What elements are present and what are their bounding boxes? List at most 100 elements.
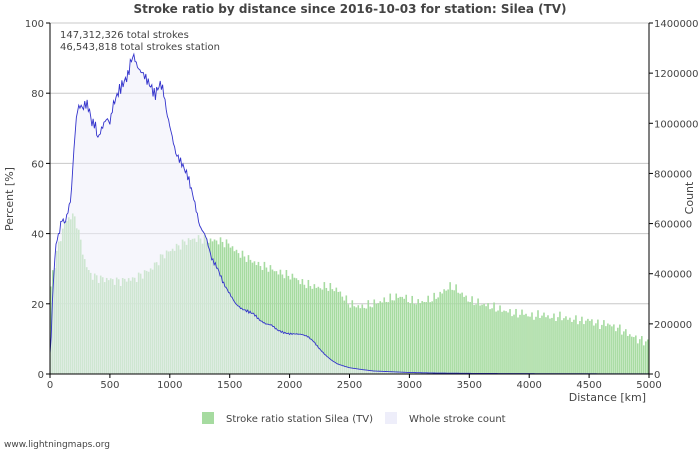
ratio-bar — [279, 269, 282, 374]
ratio-bar — [301, 279, 304, 374]
ratio-bar — [403, 298, 406, 374]
ratio-bar — [613, 324, 615, 374]
ratio-bar — [317, 286, 320, 374]
ratio-bar — [401, 296, 404, 374]
tick-labels: 0 500 1000 1500 2000 2500 3000 3500 4000 4500 5000… — [25, 19, 699, 391]
total-strokes-annotation: 147,312,326 total strokes — [60, 30, 189, 41]
ratio-bar — [563, 318, 565, 374]
ratio-bar — [321, 289, 324, 374]
ratio-bar — [585, 320, 587, 374]
ratio-bar — [639, 339, 641, 374]
ratio-bar — [615, 331, 617, 374]
ratio-bar — [351, 300, 354, 374]
ratio-bar — [487, 303, 489, 374]
ratio-bar — [311, 288, 314, 374]
ratio-bar — [365, 308, 368, 374]
ratio-bar — [501, 311, 503, 374]
ratio-bar — [263, 261, 266, 374]
ratio-bar — [489, 309, 491, 374]
ratio-bar — [493, 302, 495, 374]
y-right-tick-label: 0 — [654, 370, 660, 381]
ratio-bar — [293, 277, 296, 374]
ratio-bar — [527, 316, 529, 374]
ratio-bar — [419, 303, 421, 374]
ratio-bar — [393, 300, 396, 374]
ratio-bar — [379, 301, 382, 374]
ratio-bar — [593, 325, 595, 374]
ratio-bar — [595, 323, 597, 374]
footer-watermark: www.lightningmaps.org — [4, 440, 110, 450]
ratio-bar — [315, 287, 318, 374]
x-tick-label: 1500 — [217, 380, 242, 391]
ratio-bar — [335, 287, 338, 374]
ratio-bar — [373, 299, 376, 374]
ratio-bar — [551, 317, 553, 374]
ratio-bar — [647, 339, 649, 374]
ratio-bar — [623, 331, 625, 374]
ratio-bar — [319, 288, 322, 374]
ratio-bar — [447, 289, 449, 374]
ratio-bar — [381, 302, 384, 374]
x-axis-label: Distance [km] — [569, 391, 646, 404]
ratio-bar — [359, 308, 362, 374]
ratio-bar — [457, 292, 459, 374]
ratio-bar — [523, 314, 525, 374]
ratio-bar — [461, 292, 463, 374]
ratio-bar — [347, 304, 350, 374]
y-left-tick-label: 60 — [31, 159, 44, 170]
ratio-bar — [343, 300, 346, 374]
legend-label-ratio: Stroke ratio station Silea (TV) — [226, 414, 373, 425]
ratio-bar — [423, 301, 425, 374]
ratio-bar — [633, 337, 635, 374]
y-right-tick-label: 400000 — [654, 270, 692, 281]
ratio-bar — [417, 299, 419, 374]
ratio-bar — [407, 302, 409, 374]
ratio-bar — [483, 303, 485, 374]
ratio-bar — [463, 296, 465, 374]
ratio-bar — [361, 304, 364, 374]
ratio-bar — [627, 335, 629, 374]
count-area — [50, 54, 649, 375]
x-tick-label: 3000 — [397, 380, 422, 391]
chart-title: Stroke ratio by distance since 2016-10-0… — [133, 2, 566, 16]
ratio-bar — [375, 303, 378, 374]
ratio-bar — [631, 336, 633, 374]
ratio-bar — [519, 314, 521, 374]
ratio-bar — [605, 326, 607, 374]
ratio-bar — [267, 271, 270, 374]
ratio-bar — [535, 316, 537, 374]
ratio-bar — [625, 329, 627, 374]
ratio-bar — [285, 269, 288, 374]
ratio-bar — [567, 319, 569, 374]
ratio-bar — [275, 271, 278, 374]
x-tick-label: 4000 — [516, 380, 541, 391]
ratio-bar — [327, 290, 330, 374]
ratio-bar — [349, 307, 352, 374]
legend: Stroke ratio station Silea (TV) Whole st… — [202, 412, 506, 425]
ratio-bar — [453, 290, 455, 374]
ratio-bar — [577, 324, 579, 374]
ratio-bar — [367, 300, 370, 374]
y-left-tick-label: 80 — [31, 89, 44, 100]
ratio-bar — [583, 324, 585, 374]
ratio-bar — [531, 312, 533, 374]
ratio-bar — [297, 280, 300, 374]
y-right-tick-label: 200000 — [654, 320, 692, 331]
ratio-bar — [291, 273, 294, 374]
ratio-bar — [517, 317, 519, 374]
ratio-bar — [565, 316, 567, 374]
ratio-bar — [371, 307, 374, 374]
ratio-bar — [525, 313, 527, 374]
ratio-bar — [355, 307, 358, 374]
ratio-bar — [439, 291, 441, 374]
y-right-tick-label: 800000 — [654, 169, 692, 180]
ratio-bar — [455, 284, 457, 374]
ratio-bar — [459, 293, 461, 374]
legend-label-count: Whole stroke count — [409, 414, 506, 425]
y-right-tick-label: 1400000 — [654, 19, 699, 30]
station-strokes-annotation: 46,543,818 total strokes station — [60, 42, 220, 53]
ratio-bar — [499, 305, 501, 374]
ratio-bar — [391, 300, 394, 374]
ratio-bar — [511, 316, 513, 374]
